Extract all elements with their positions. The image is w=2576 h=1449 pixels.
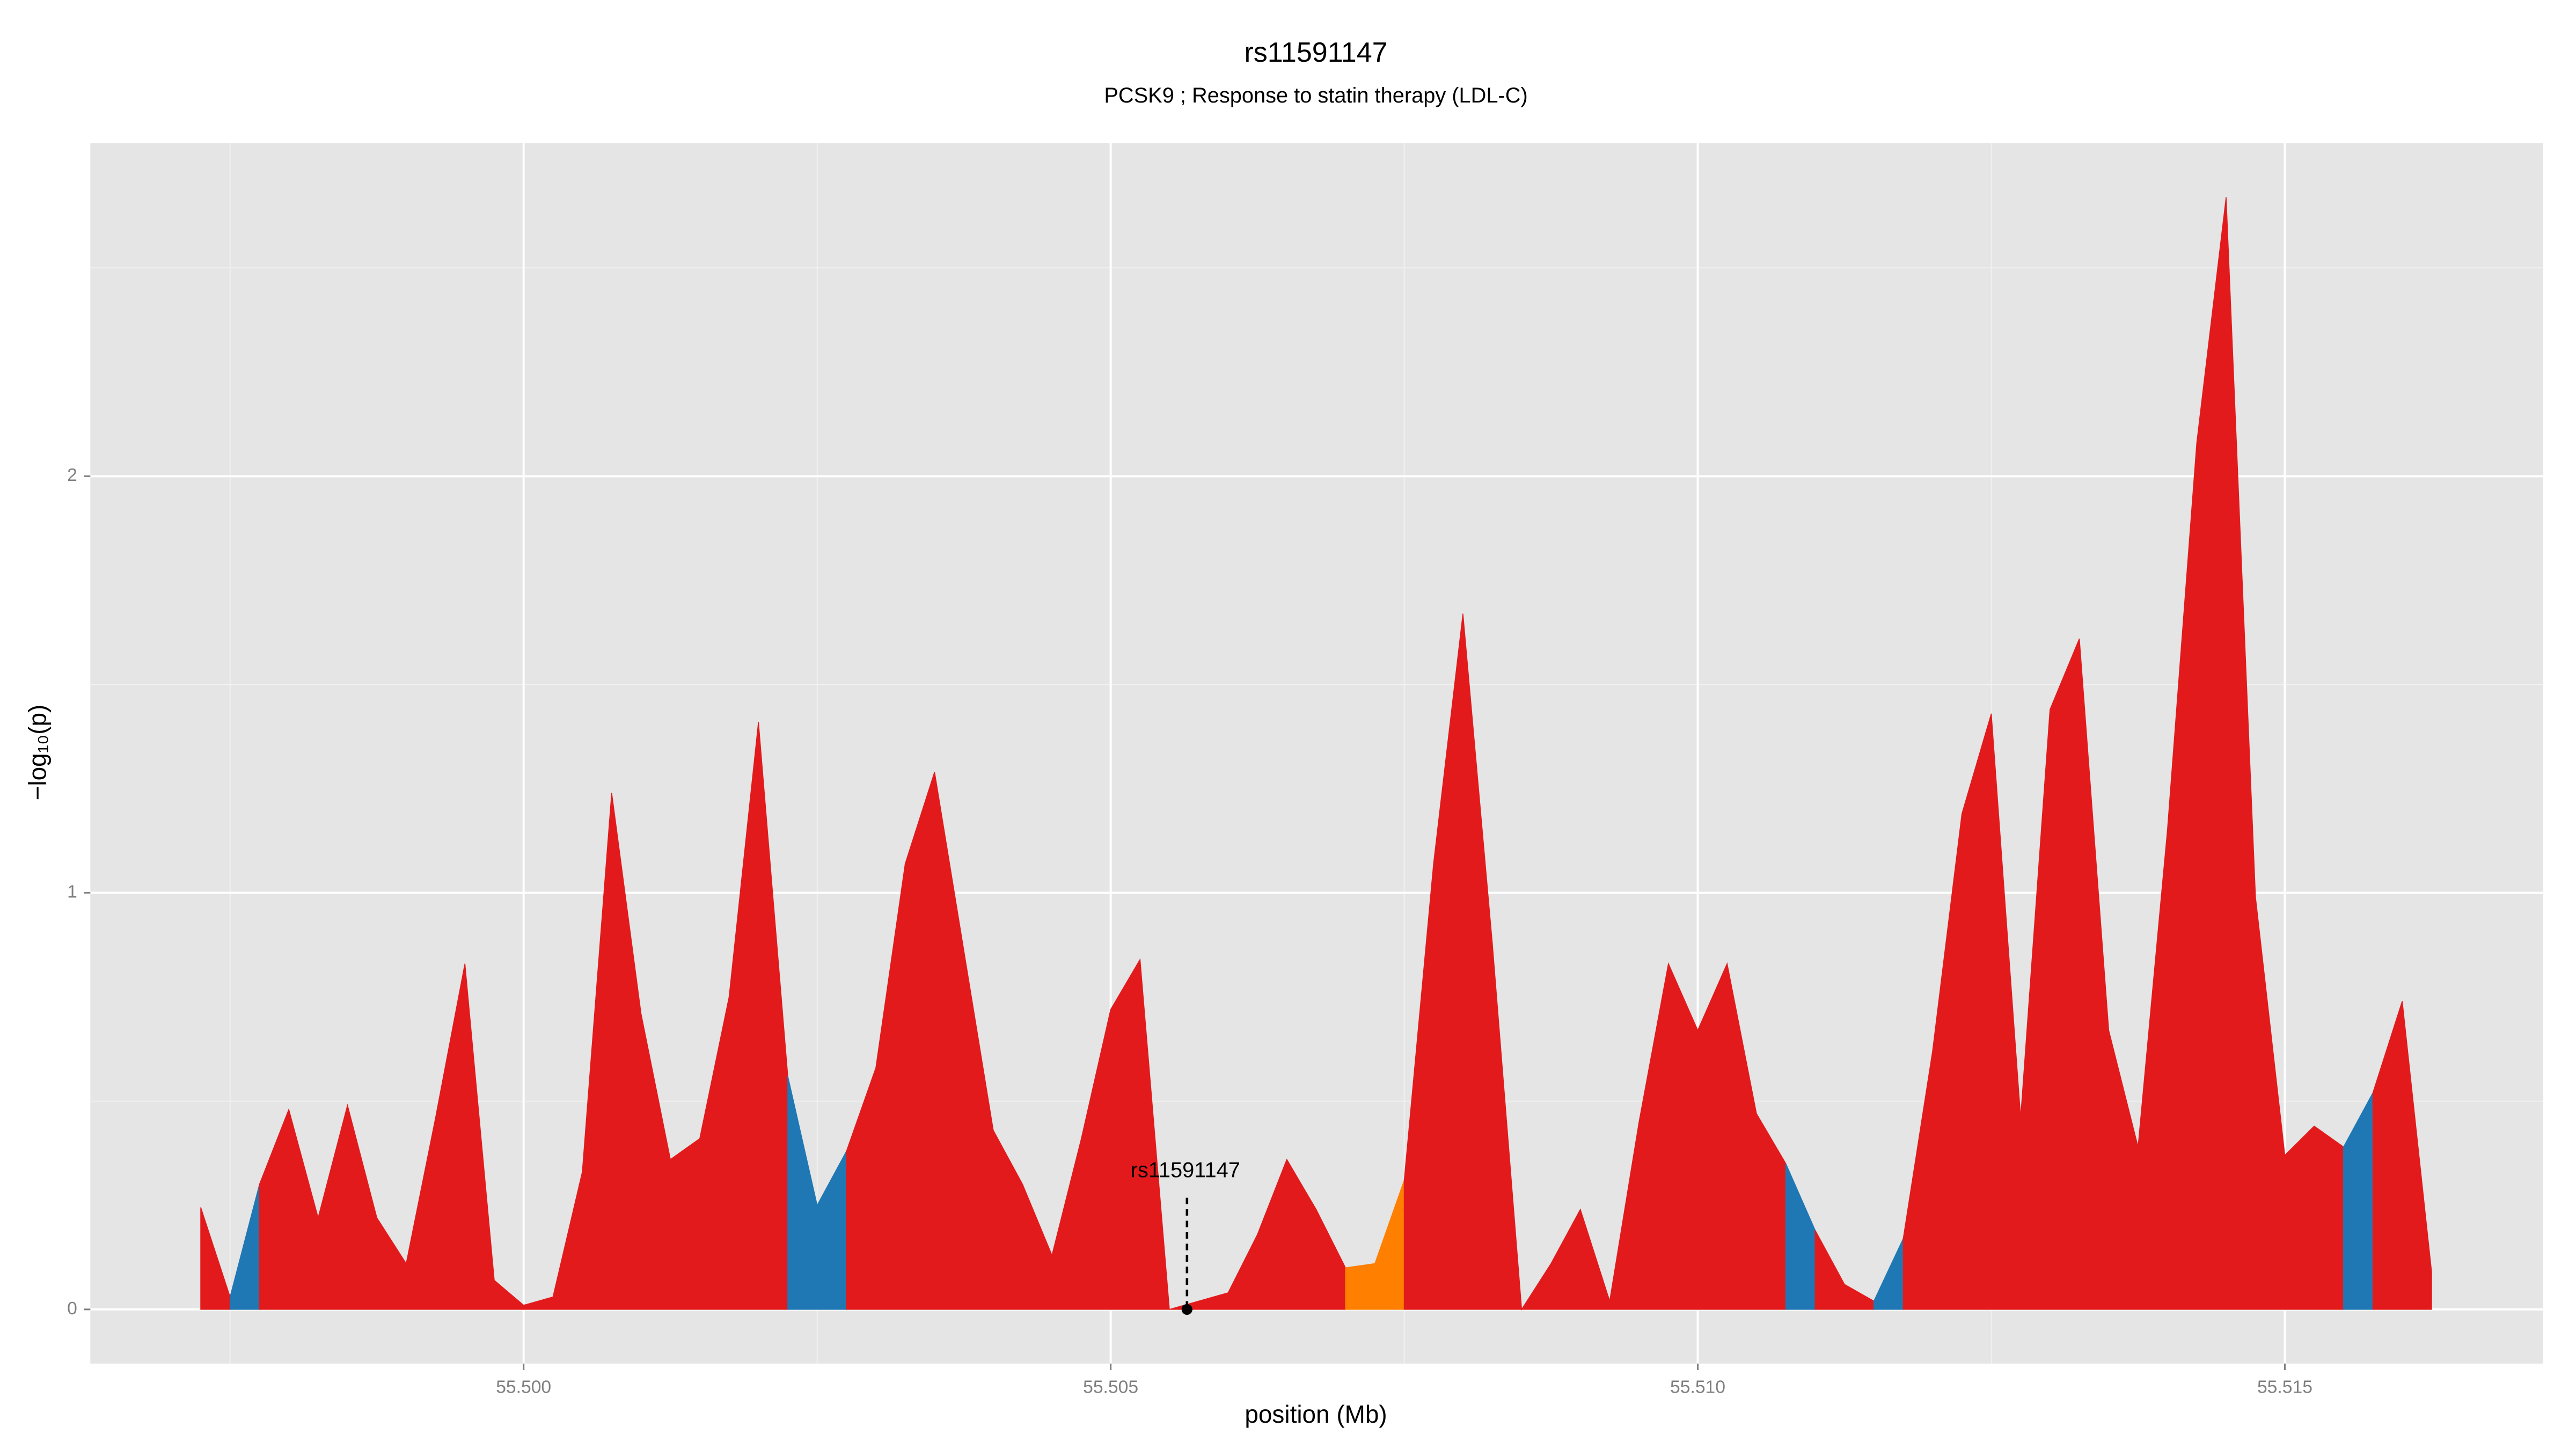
area-segment <box>787 1076 847 1310</box>
x-axis-title: position (Mb) <box>1245 1400 1387 1428</box>
area-segment <box>1902 197 2344 1310</box>
area-segment <box>846 772 1346 1310</box>
area-segment <box>2372 1001 2432 1310</box>
y-tick-label: 1 <box>67 882 77 902</box>
y-axis-title: −log₁₀(p) <box>24 705 52 801</box>
area-segment <box>1814 1230 1875 1310</box>
x-tick-label: 55.515 <box>2257 1378 2312 1397</box>
annotation-label: rs11591147 <box>1131 1158 1240 1182</box>
area-segment <box>1403 613 1787 1311</box>
x-tick-label: 55.510 <box>1670 1378 1725 1397</box>
x-tick-label: 55.505 <box>1083 1378 1138 1397</box>
y-tick-label: 0 <box>67 1299 77 1319</box>
area-segment <box>1345 1180 1405 1310</box>
chart-subtitle: PCSK9 ; Response to statin therapy (LDL-… <box>1104 84 1527 107</box>
x-tick-label: 55.500 <box>496 1378 551 1397</box>
chart-title: rs11591147 <box>1244 37 1387 68</box>
y-tick-label: 2 <box>67 465 77 485</box>
area-segment <box>259 722 788 1310</box>
annotated-point <box>1181 1304 1192 1315</box>
